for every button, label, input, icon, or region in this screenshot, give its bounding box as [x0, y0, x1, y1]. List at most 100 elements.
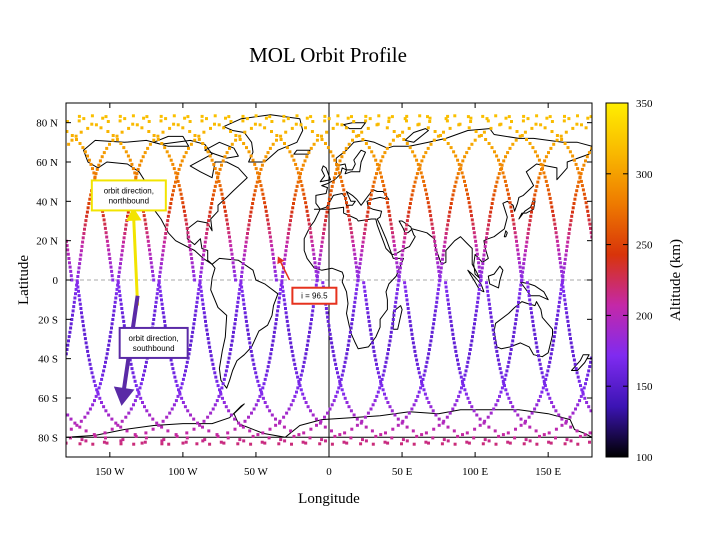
- orbit-point: [346, 348, 350, 351]
- orbit-point: [107, 252, 111, 256]
- orbit-point: [158, 270, 162, 274]
- orbit-point: [466, 115, 470, 119]
- orbit-point: [331, 126, 335, 130]
- orbit-point: [361, 138, 365, 141]
- orbit-point: [73, 421, 77, 425]
- orbit-point: [115, 134, 119, 138]
- orbit-point: [235, 309, 239, 313]
- orbit-point: [451, 332, 455, 336]
- orbit-point: [583, 396, 587, 400]
- orbit-point: [325, 311, 329, 315]
- orbit-point: [578, 399, 582, 403]
- orbit-point: [209, 126, 212, 130]
- orbit-point: [388, 405, 392, 409]
- orbit-point: [293, 362, 297, 366]
- orbit-point: [163, 319, 167, 323]
- orbit-point: [482, 253, 486, 257]
- orbit-point: [367, 206, 371, 210]
- orbit-point: [418, 114, 422, 118]
- orbit-point: [330, 184, 334, 188]
- orbit-point: [67, 257, 71, 260]
- orbit-point: [333, 158, 337, 162]
- orbit-point: [97, 163, 101, 167]
- orbit-point: [284, 307, 287, 310]
- orbit-point: [553, 222, 557, 226]
- orbit-point: [105, 441, 109, 445]
- orbit-point: [294, 122, 298, 126]
- orbit-point: [472, 226, 476, 230]
- orbit-point: [261, 396, 265, 400]
- orbit-point: [69, 322, 73, 326]
- orbit-point: [528, 439, 532, 443]
- orbit-point: [412, 403, 416, 407]
- orbit-point: [133, 433, 137, 437]
- orbit-point: [307, 335, 311, 339]
- orbit-point: [390, 409, 394, 413]
- orbit-point: [436, 265, 440, 269]
- orbit-point: [106, 348, 110, 351]
- orbit-point: [304, 205, 308, 209]
- orbit-point: [222, 441, 226, 445]
- orbit-point: [370, 189, 374, 193]
- orbit-point: [258, 179, 262, 183]
- orbit-point: [356, 278, 360, 282]
- orbit-point: [326, 146, 330, 150]
- orbit-point: [227, 115, 231, 119]
- orbit-point: [433, 313, 437, 317]
- orbit-point: [388, 218, 392, 222]
- orbit-point: [563, 142, 567, 145]
- orbit-point: [562, 119, 566, 123]
- orbit-point: [415, 172, 419, 176]
- orbit-point: [184, 365, 188, 369]
- orbit-point: [564, 421, 568, 425]
- orbit-point: [289, 341, 293, 345]
- orbit-point: [454, 180, 458, 184]
- orbit-point: [165, 150, 169, 154]
- orbit-point: [411, 429, 415, 433]
- orbit-point: [368, 197, 372, 201]
- orbit-point: [299, 373, 303, 377]
- orbit-point: [257, 384, 261, 388]
- orbit-point: [494, 184, 498, 188]
- orbit-point: [262, 196, 266, 200]
- orbit-point: [524, 244, 528, 248]
- orbit-point: [270, 348, 274, 351]
- orbit-point: [508, 126, 512, 130]
- orbit-point: [446, 219, 450, 223]
- orbit-point: [188, 248, 192, 252]
- orbit-point: [168, 126, 172, 130]
- orbit-point: [207, 214, 211, 218]
- orbit-point: [381, 179, 385, 183]
- orbit-point: [438, 278, 442, 282]
- orbit-point: [215, 433, 219, 437]
- orbit-point: [467, 441, 471, 445]
- orbit-point: [506, 440, 510, 444]
- orbit-point: [239, 423, 242, 427]
- orbit-point: [296, 171, 300, 175]
- orbit-point: [206, 337, 210, 341]
- orbit-point: [551, 214, 555, 218]
- orbit-point: [390, 226, 394, 230]
- orbit-point: [426, 115, 429, 119]
- orbit-point: [515, 309, 519, 313]
- orbit-point: [141, 377, 144, 381]
- orbit-point: [176, 394, 180, 398]
- orbit-point: [442, 130, 445, 134]
- orbit-point: [332, 354, 336, 358]
- orbit-point: [217, 394, 221, 398]
- orbit-point: [66, 352, 68, 356]
- orbit-point: [537, 354, 540, 358]
- orbit-point: [119, 142, 123, 145]
- orbit-point: [495, 154, 499, 158]
- orbit-point: [114, 421, 118, 425]
- orbit-point: [249, 154, 253, 158]
- orbit-point: [66, 120, 69, 123]
- orbit-point: [69, 269, 73, 273]
- orbit-point: [137, 392, 141, 396]
- orbit-point: [583, 196, 587, 200]
- orbit-point: [68, 330, 72, 334]
- orbit-point: [401, 130, 405, 134]
- orbit-point: [590, 235, 592, 239]
- orbit-point: [274, 423, 278, 427]
- orbit-point: [330, 345, 334, 349]
